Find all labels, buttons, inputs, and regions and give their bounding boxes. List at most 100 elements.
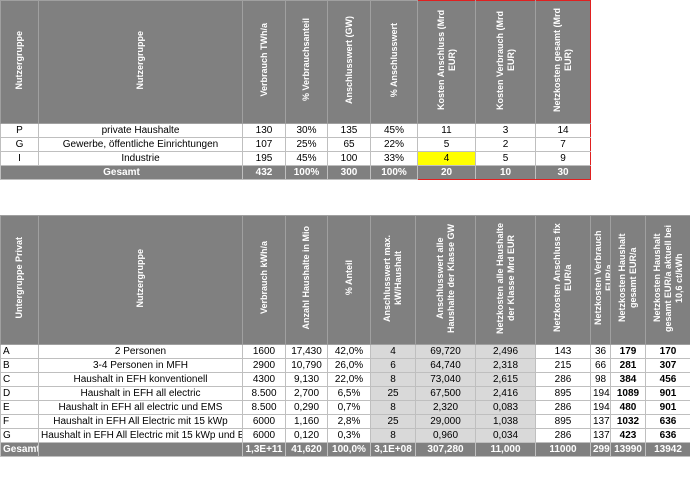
cell: 0,7%: [327, 400, 371, 415]
cell: 0,034: [475, 428, 536, 443]
header-text: Anschlusswert alle Haushalte der Klasse …: [434, 223, 456, 333]
cell: 8: [370, 372, 416, 387]
cell: 64,740: [415, 358, 476, 373]
header-text: Nutzergruppe: [14, 30, 24, 90]
column-header: % Verbrauchsanteil: [285, 0, 328, 124]
cell: 6,5%: [327, 386, 371, 401]
cell: 4300: [242, 372, 286, 387]
cell: 423: [610, 428, 646, 443]
cell: 3-4 Personen in MFH: [38, 358, 243, 373]
header-text: Netzkosten Anschluss fix EUR/a: [552, 223, 573, 333]
cell: 456: [645, 372, 690, 387]
header-text: Netzkosten Verbrauch EUR/a: [593, 230, 611, 326]
total-cell: 2990: [590, 442, 611, 457]
header-row: Nutzergruppe Nutzergruppe Verbrauch TWh/a%…: [0, 0, 591, 124]
column-header: Verbrauch kWh/a: [242, 215, 286, 345]
cell: 1089: [610, 386, 646, 401]
data-row: B 3-4 Personen in MFH 2900 10,790 26,0% 6 64,7…: [0, 358, 690, 373]
column-header: Kosten Verbrauch (Mrd EUR): [475, 0, 536, 124]
cell: 10,790: [285, 358, 328, 373]
cell: 895: [535, 414, 591, 429]
cell: G: [0, 428, 39, 443]
cell: 3: [475, 123, 536, 138]
total-cell: 11000: [535, 442, 591, 457]
cell: 0,290: [285, 400, 328, 415]
column-header: % Anteil: [327, 215, 371, 345]
total-cell: 10: [475, 165, 536, 180]
cell: 195: [242, 151, 286, 166]
cell: 4: [417, 151, 476, 166]
total-cell: 1,3E+11: [242, 442, 286, 457]
cell: 5: [475, 151, 536, 166]
cell: 26,0%: [327, 358, 371, 373]
cell: 286: [535, 372, 591, 387]
cell: Industrie: [38, 151, 243, 166]
cell: Haushalt in EFH all electric: [38, 386, 243, 401]
cell: 66: [590, 358, 611, 373]
total-cell: 20: [417, 165, 476, 180]
cell: 0,960: [415, 428, 476, 443]
cell: 636: [645, 414, 690, 429]
cell: 194: [590, 400, 611, 415]
cell: 17,430: [285, 344, 328, 359]
cell: 2,320: [415, 400, 476, 415]
total-label: Gesamt: [0, 165, 243, 180]
cell: 307: [645, 358, 690, 373]
cell: 22,0%: [327, 372, 371, 387]
cell: 100: [327, 151, 371, 166]
column-header: Anzahl Haushalte in Mio: [285, 215, 328, 345]
cell: 9: [535, 151, 591, 166]
column-header: Netzkosten Anschluss fix EUR/a: [535, 215, 591, 345]
column-header: % Anschlusswert: [370, 0, 418, 124]
total-cell: 30: [535, 165, 591, 180]
cell: 636: [645, 428, 690, 443]
column-header: Netzkosten alle Haushalte der Klasse Mrd…: [475, 215, 536, 345]
cell: A: [0, 344, 39, 359]
column-header: Netzkosten Haushalt gesamt EUR/a aktuell…: [645, 215, 690, 345]
cell: 0,3%: [327, 428, 371, 443]
total-cell: 100,0%: [327, 442, 371, 457]
summary-table: Nutzergruppe Nutzergruppe Verbrauch TWh/a%…: [0, 0, 591, 180]
total-cell: 13990: [610, 442, 646, 457]
cell: 36: [590, 344, 611, 359]
cell: 895: [535, 386, 591, 401]
cell: 9,130: [285, 372, 328, 387]
cell: 130: [242, 123, 286, 138]
cell: 25: [370, 414, 416, 429]
header-text: Netzkosten Haushalt gesamt EUR/a: [617, 233, 638, 323]
cell: 2: [475, 137, 536, 152]
cell: 1,038: [475, 414, 536, 429]
total-cell: 432: [242, 165, 286, 180]
header-text: Nutzergruppe: [135, 248, 145, 308]
cell: P: [0, 123, 39, 138]
cell: 179: [610, 344, 646, 359]
total-cell: 41,620: [285, 442, 328, 457]
column-header: Anschlusswert alle Haushalte der Klasse …: [415, 215, 476, 345]
cell: 30%: [285, 123, 328, 138]
cell: 384: [610, 372, 646, 387]
column-header: Nutzergruppe: [38, 215, 243, 345]
data-row: E Haushalt in EFH all electric und EMS 8.5…: [0, 400, 690, 415]
cell: 8: [370, 400, 416, 415]
cell: 1,160: [285, 414, 328, 429]
cell: 215: [535, 358, 591, 373]
total-cell: 11,000: [475, 442, 536, 457]
cell: 107: [242, 137, 286, 152]
cell: 11: [417, 123, 476, 138]
cell: 69,720: [415, 344, 476, 359]
total-cell: 300: [327, 165, 371, 180]
cell: G: [0, 137, 39, 152]
total-row: Gesamt 432 100% 300 100% 20 10 30: [0, 165, 591, 180]
header-text: Anschlusswert max. kW/Haushalt: [382, 234, 403, 322]
cell: 135: [327, 123, 371, 138]
header-row: Untergruppe Privat Nutzergruppe Verbrauch …: [0, 215, 690, 345]
data-row: I Industrie 195 45% 100 33% 4 5 9: [0, 151, 591, 166]
cell: Haushalt in EFH All Electric mit 15 kWp: [38, 414, 243, 429]
total-row: Gesamt 1,3E+11 41,620 100,0% 3,1E+08 307,280 1…: [0, 442, 690, 457]
column-header: Anschlusswert max. kW/Haushalt: [370, 215, 416, 345]
cell: 29,000: [415, 414, 476, 429]
cell: 480: [610, 400, 646, 415]
cell: 2,615: [475, 372, 536, 387]
